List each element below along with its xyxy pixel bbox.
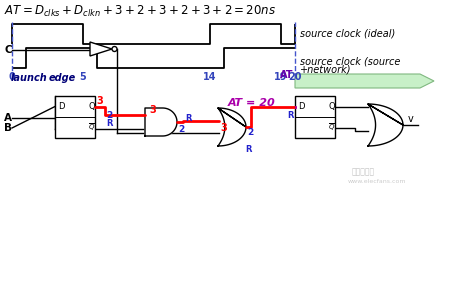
Text: source clock (ideal): source clock (ideal) [300,29,395,39]
FancyArrow shape [295,74,434,88]
Text: AT: AT [280,70,293,80]
Text: 20: 20 [288,72,302,82]
Text: AT = 20: AT = 20 [228,98,276,108]
Text: v: v [408,114,414,124]
Text: A: A [4,113,12,123]
Text: R: R [185,114,192,123]
Polygon shape [145,108,177,136]
Text: 2: 2 [106,112,112,120]
Text: Q: Q [88,102,94,111]
Text: +network): +network) [300,65,352,75]
Text: $AT = D_{clks} + D_{clkn} + 3+2+3+2+3+2 = 20ns$: $AT = D_{clks} + D_{clkn} + 3+2+3+2+3+2 … [4,4,276,19]
Text: source clock (source: source clock (source [300,56,400,66]
Text: B: B [4,123,12,133]
Text: 2: 2 [247,128,253,137]
Text: $\overline{Q}$: $\overline{Q}$ [88,122,95,133]
Text: launch: launch [11,73,47,83]
Polygon shape [368,104,403,146]
Text: D: D [298,102,305,111]
Text: 5: 5 [80,72,86,82]
Text: C: C [4,45,12,55]
Circle shape [112,47,117,51]
Text: 电子发烧友: 电子发烧友 [352,167,375,176]
Text: edge: edge [48,73,76,83]
Polygon shape [90,42,112,56]
Text: 2: 2 [178,125,184,134]
Text: www.elecfans.com: www.elecfans.com [348,179,406,184]
Text: Q: Q [328,102,335,111]
Text: 3: 3 [149,105,156,115]
Text: 19: 19 [274,72,287,82]
Text: 14: 14 [203,72,217,82]
Text: D: D [58,102,65,111]
Text: R: R [245,145,252,154]
Bar [55,96,95,138]
Polygon shape [218,108,246,146]
Text: 3: 3 [220,123,227,133]
Text: R: R [287,112,293,120]
Text: $\overline{Q}$: $\overline{Q}$ [328,122,336,133]
Text: 0: 0 [9,72,15,82]
Text: 3: 3 [96,96,103,106]
Bar [295,96,335,138]
Text: R: R [106,120,113,128]
